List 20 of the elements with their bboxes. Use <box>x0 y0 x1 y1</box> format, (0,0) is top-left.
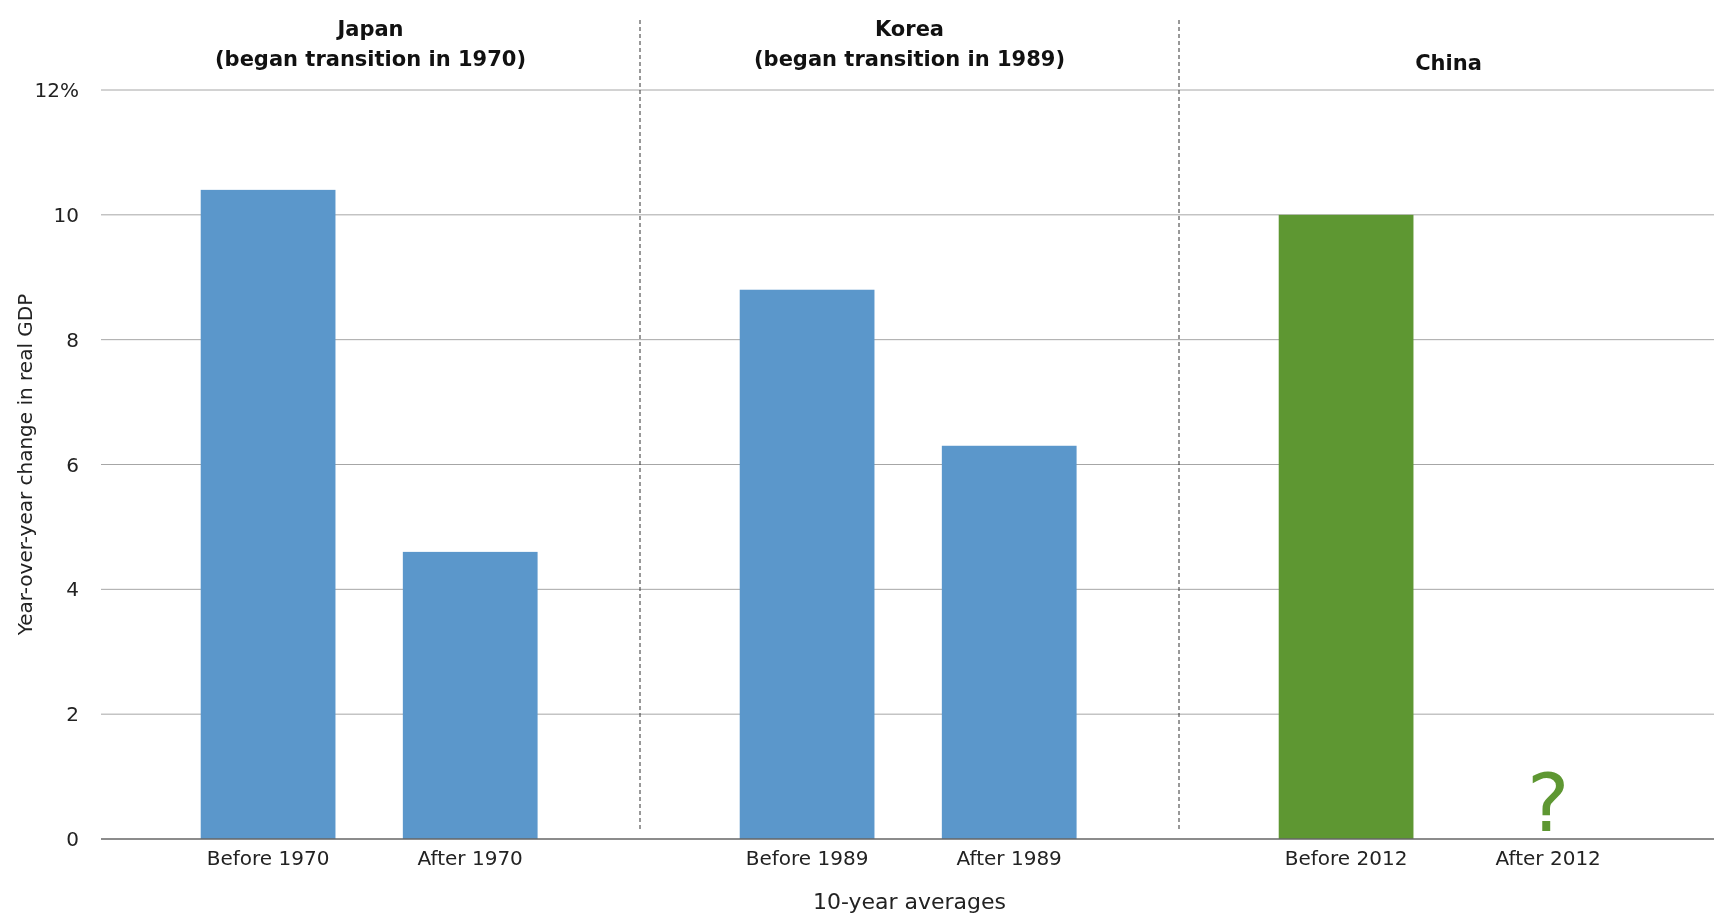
bar <box>200 189 336 839</box>
text: Japan (began transition in 1970) <box>215 17 526 71</box>
text: Korea (began transition in 1989) <box>754 17 1065 71</box>
text: China <box>1415 51 1482 75</box>
y-tick-label: 0 <box>66 827 79 851</box>
y-tick-label: 10 <box>53 202 79 227</box>
x-tick-label: Before 1989 <box>745 846 869 870</box>
y-tick-label: 2 <box>66 702 79 727</box>
x-tick-label: After 1970 <box>417 846 523 870</box>
bar <box>1278 214 1414 839</box>
x-tick-label: Before 1970 <box>206 846 330 870</box>
x-axis-title: 10-year averages <box>812 889 1007 914</box>
y-axis-title: Year-over-year change in real GDP <box>13 293 37 637</box>
y-tick-label: 8 <box>66 327 79 352</box>
x-tick-label: Before 2012 <box>1284 846 1408 870</box>
y-tick-label: 12% <box>34 78 79 102</box>
y-tick-label: 4 <box>66 577 79 602</box>
x-tick-label: After 1989 <box>956 846 1062 870</box>
bar <box>739 289 875 839</box>
y-tick-label: 6 <box>66 452 79 477</box>
